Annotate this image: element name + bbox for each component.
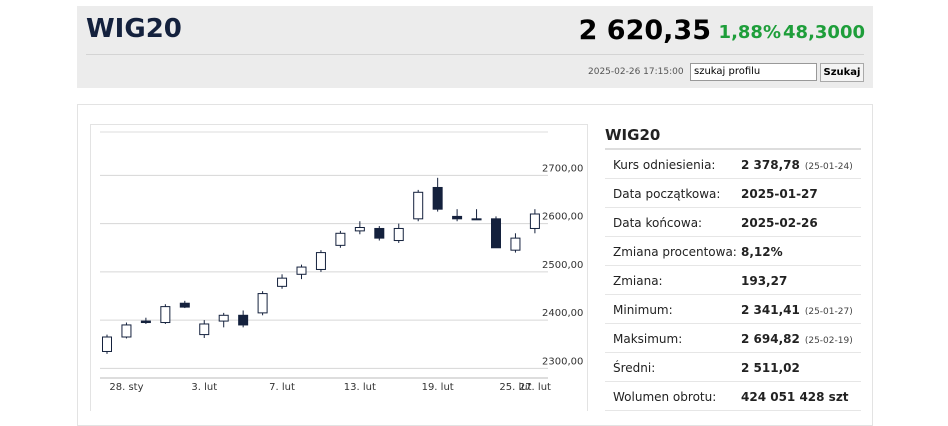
index-value: 2 620,35 [578,15,711,46]
stat-label: Kurs odniesienia: [613,158,716,172]
stat-value: 2 378,78 (25-01-24) [741,158,853,172]
candle-body [393,227,404,242]
stat-value: 2 511,02 [741,361,800,375]
stat-label: Data końcowa: [613,216,703,230]
stats-row: Średni: 2 511,02 [605,353,861,382]
candle-body [413,191,424,220]
x-tick-label: 3. lut [191,382,217,393]
candle-body [277,277,288,287]
stat-value: 193,27 [741,274,788,288]
candle-body [529,213,540,229]
y-tick-label: 2700,00 [542,163,583,174]
stat-value: 2 341,41 (25-01-27) [741,303,853,317]
stat-label: Maksimum: [613,332,683,346]
stat-date: (25-01-24) [804,162,853,172]
candle-body [257,293,268,314]
stats-row: Maksimum: 2 694,82 (25-02-19) [605,324,861,353]
x-tick-label: 7. lut [269,382,295,393]
candle-body [471,218,482,221]
page: WIG20 2 620,35 1,88% 48,3000 2025-02-26 … [77,6,873,426]
candle-body [452,215,463,220]
candle-body [179,302,190,308]
candle-body [491,218,501,249]
stats-row: Zmiana: 193,27 [605,266,861,295]
change-percent: 1,88% [718,22,781,43]
candle-body [296,266,307,275]
stats-row: Zmiana procentowa: 8,12% [605,237,861,266]
stat-label: Data początkowa: [613,187,721,201]
stats-table: Kurs odniesienia: 2 378,78 (25-01-24) Data … [605,148,861,411]
x-tick-label: 25. lut [499,382,531,393]
stat-value: 424 051 428 szt [741,390,849,404]
search-input[interactable]: szukaj profilu [690,63,817,81]
panel-title: WIG20 [605,126,661,144]
stat-value: 2025-02-26 [741,216,818,230]
candle-body [140,320,151,324]
candle-body [432,186,443,210]
stat-label: Wolumen obrotu: [613,390,717,404]
stats-row: Data końcowa: 2025-02-26 [605,208,861,237]
y-tick-label: 2600,00 [542,212,583,223]
x-tick-label: 19. lut [422,382,454,393]
x-tick-label: 28. sty [109,382,143,393]
stats-row: Minimum: 2 341,41 (25-01-27) [605,295,861,324]
stat-value: 2 694,82 (25-02-19) [741,332,853,346]
stat-label: Minimum: [613,303,673,317]
stat-value: 2025-01-27 [741,187,818,201]
candle-body [121,324,132,338]
candle-body [354,227,365,232]
candle-body [102,336,112,352]
candle-body [218,314,229,322]
chart-frame [90,124,588,411]
chart: 2300,00 2400,00 2500,00 2600,00 2700,00 28. s… [90,124,588,411]
y-tick-label: 2500,00 [542,260,583,271]
y-tick-label: 2300,00 [542,356,583,367]
stat-label: Zmiana: [613,274,663,288]
candle-body [199,323,210,336]
change: 48,3000 [783,22,865,43]
x-tick-label: 27. lut [519,382,551,393]
timestamp: 2025-02-26 17:15:00 [588,67,684,77]
stats-row: Kurs odniesienia: 2 378,78 (25-01-24) [605,150,861,179]
stat-label: Średni: [613,361,656,375]
stat-value: 8,12% [741,245,783,259]
index-title: WIG20 [86,14,182,44]
candle-body [315,252,326,270]
y-tick-label: 2400,00 [542,308,583,319]
candle-body [160,306,171,324]
stat-date: (25-01-27) [804,307,853,317]
candle-body [510,237,521,251]
search-button[interactable]: Szukaj [820,63,864,82]
candle-body [374,227,385,239]
candle-body [238,314,249,326]
stats-row: Data początkowa: 2025-01-27 [605,179,861,208]
x-tick-label: 13. lut [344,382,376,393]
separator [86,54,864,55]
header: WIG20 2 620,35 1,88% 48,3000 2025-02-26 … [77,6,873,88]
stat-label: Zmiana procentowa: [613,245,737,259]
stat-date: (25-02-19) [804,336,853,346]
candle-body [335,232,346,246]
stats-row: Wolumen obrotu: 424 051 428 szt [605,382,861,411]
